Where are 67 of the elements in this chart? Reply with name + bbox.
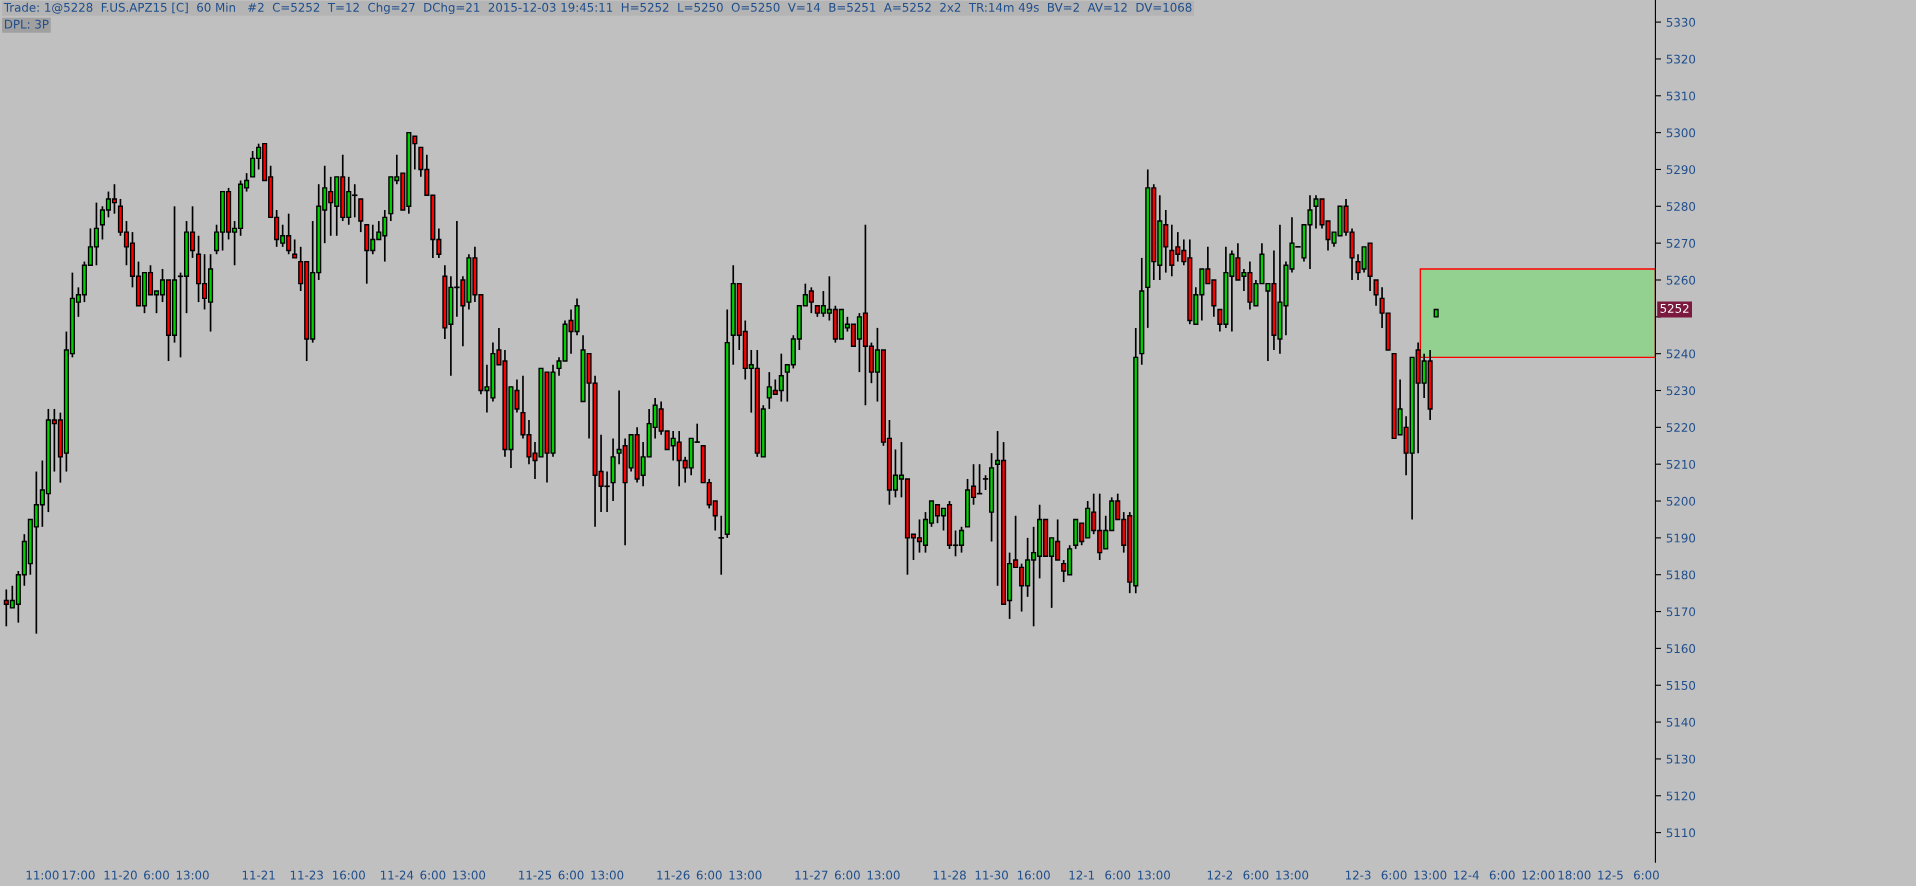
x-tick-label: 13:00: [591, 870, 624, 880]
x-tick-label: 11-21: [242, 870, 275, 880]
y-tick-label: 5200: [1666, 496, 1696, 506]
candlestick: [1373, 279, 1379, 307]
x-tick-label: 13:00: [1414, 870, 1447, 880]
x-tick-label: 6:00: [558, 870, 584, 880]
y-tick-label: 5110: [1666, 828, 1696, 838]
y-tick-label: 5300: [1666, 128, 1696, 138]
y-tick-label: 5210: [1666, 459, 1696, 469]
y-tick-label: 5160: [1666, 644, 1696, 654]
x-tick-label: 11:00: [26, 870, 59, 880]
x-tick-label: 6:00: [1633, 870, 1659, 880]
x-tick-label: 11-23: [290, 870, 323, 880]
y-tick-label: 5330: [1666, 17, 1696, 27]
y-tick-label: 5310: [1666, 91, 1696, 101]
x-tick-label: 13:00: [729, 870, 762, 880]
x-tick-label: 6:00: [1105, 870, 1131, 880]
x-tick-label: 6:00: [696, 870, 722, 880]
x-tick-label: 16:00: [1017, 870, 1050, 880]
y-tick-label: 5190: [1666, 533, 1696, 543]
y-tick-label: 5320: [1666, 54, 1696, 64]
x-tick-label: 11-28: [933, 870, 966, 880]
y-tick-label: 5180: [1666, 570, 1696, 580]
x-tick-label: 17:00: [62, 870, 95, 880]
y-tick-label: 5240: [1666, 349, 1696, 359]
x-tick-label: 6:00: [834, 870, 860, 880]
x-tick-label: 11-30: [975, 870, 1008, 880]
y-tick-label: 5150: [1666, 680, 1696, 690]
x-tick-label: 6:00: [1381, 870, 1407, 880]
x-tick-label: 6:00: [1489, 870, 1515, 880]
y-tick-label: 5140: [1666, 717, 1696, 727]
x-tick-label: 16:00: [333, 870, 365, 880]
x-tick-label: 6:00: [420, 870, 446, 880]
y-tick-label: 5170: [1666, 607, 1696, 617]
y-tick-label: 5280: [1666, 202, 1696, 211]
x-tick-label: 11-25: [519, 870, 552, 880]
candlestick: [292, 238, 298, 259]
x-tick-label: 12-2: [1207, 870, 1233, 880]
x-tick-label: 13:00: [453, 870, 486, 880]
x-tick-label: 13:00: [867, 870, 900, 880]
y-tick-label: 5120: [1666, 791, 1696, 801]
candlestick: [358, 198, 364, 233]
y-tick-label: 5220: [1666, 423, 1696, 433]
x-tick-label: 13:00: [1276, 870, 1309, 880]
x-tick-label: 11-24: [380, 870, 414, 880]
x-tick-label: 6:00: [144, 870, 169, 880]
candlestick: [718, 514, 724, 576]
y-tick-label: 5130: [1666, 754, 1696, 764]
x-tick-label: 11-27: [795, 870, 828, 880]
x-tick-label: 12-1: [1069, 870, 1094, 880]
annotation: 5252: [1660, 303, 1689, 313]
x-tick-label: 18:00: [1558, 870, 1591, 880]
text: DPL: 3P: [4, 19, 49, 29]
x-tick-label: 11-26: [657, 870, 690, 880]
x-tick-label: 12-3: [1345, 870, 1371, 880]
x-tick-label: 6:00: [1243, 870, 1269, 880]
y-tick-label: 5230: [1666, 386, 1696, 396]
y-tick-label: 5290: [1666, 165, 1696, 175]
x-tick-label: 13:00: [1138, 870, 1171, 880]
x-tick-label: 11-20: [104, 870, 137, 880]
y-tick-label: 5270: [1666, 238, 1696, 248]
chart-title: Trade: 1@5228 F.US.APZ15 [C] 60 Min #2 C=5252 T=12 Chg=27 DChg=21 2015-12-03 19:45:11 H=5252 L=5250 O=5250 V=14 B=5251 A=5252 2x2 TR:14m 49s BV=2 AV=12 DV=1068: [3, 2, 1192, 15]
x-tick-label: 12-5: [1598, 870, 1623, 880]
x-tick-label: 12-4: [1454, 870, 1479, 880]
x-tick-label: 13:00: [176, 870, 209, 880]
x-tick-label: 12:00: [1522, 870, 1555, 880]
y-tick-label: 5260: [1666, 275, 1696, 285]
